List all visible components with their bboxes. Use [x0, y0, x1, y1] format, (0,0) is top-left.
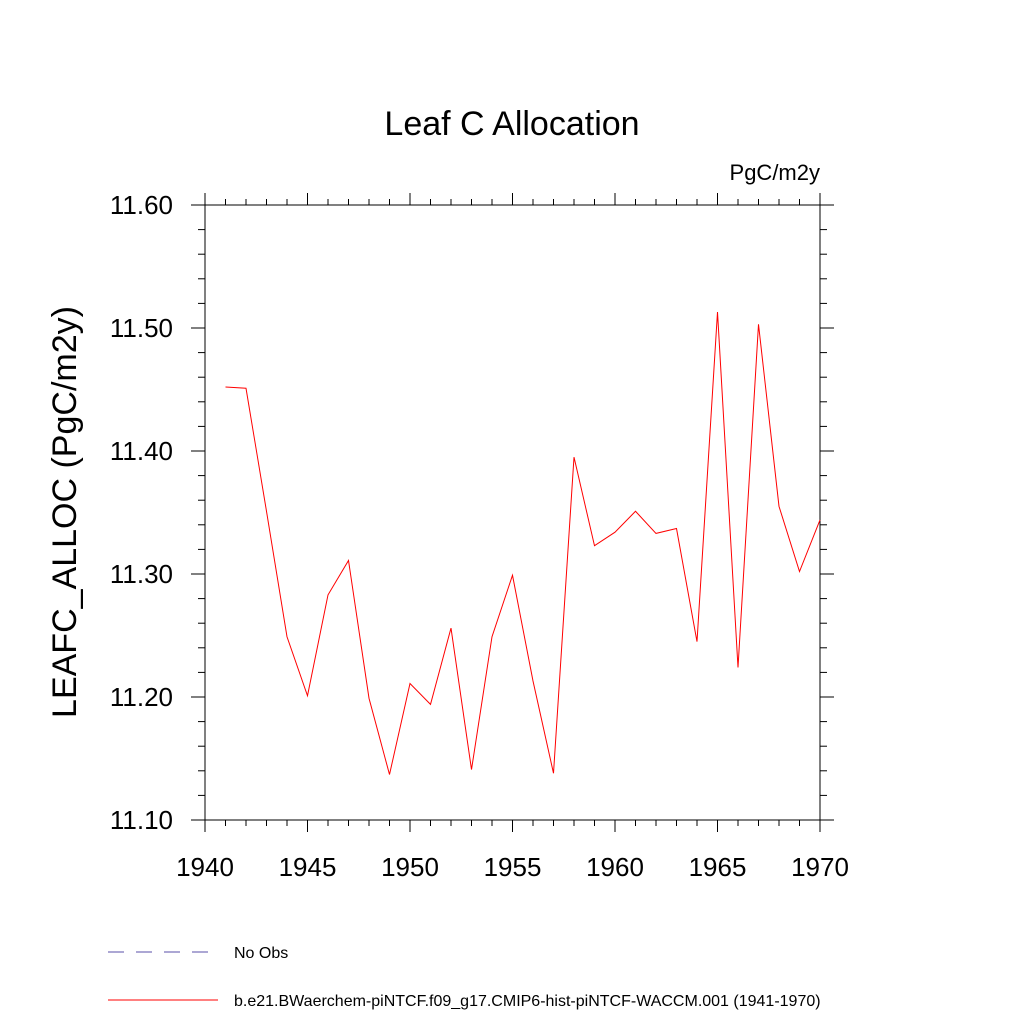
x-tick-label: 1940 — [176, 852, 234, 882]
series-line-0 — [225, 311, 821, 775]
plot-frame — [204, 204, 821, 821]
legend-label-no-obs: No Obs — [234, 945, 288, 962]
y-tick-label: 11.10 — [110, 805, 173, 835]
y-axis-label: LEAFC_ALLOC (PgC/m2y) — [46, 306, 84, 718]
x-tick-label: 1970 — [791, 852, 849, 882]
legend-label-model: b.e21.BWaerchem-piNTCF.f09_g17.CMIP6-his… — [234, 993, 821, 1010]
x-tick-label: 1955 — [484, 852, 542, 882]
x-tick-label: 1950 — [381, 852, 439, 882]
y-tick-label: 11.60 — [110, 190, 173, 220]
y-tick-label: 11.30 — [110, 559, 173, 589]
y-tick-label: 11.40 — [110, 436, 173, 466]
x-tick-label: 1960 — [586, 852, 644, 882]
x-tick-label: 1965 — [689, 852, 747, 882]
y-tick-label: 11.20 — [110, 682, 173, 712]
chart-title: Leaf C Allocation — [384, 105, 639, 143]
axis-ticks: 1940 1945 1950 1955 1960 1965 1970 11.10 11.20 11… — [110, 190, 849, 882]
x-tick-label: 1945 — [279, 852, 337, 882]
units-label: PgC/m2y — [730, 160, 820, 185]
legend: No Obs b.e21.BWaerchem-piNTCF.f09_g17.CM… — [108, 945, 821, 1010]
y-tick-label: 11.50 — [110, 313, 173, 343]
series-layer — [225, 311, 821, 775]
